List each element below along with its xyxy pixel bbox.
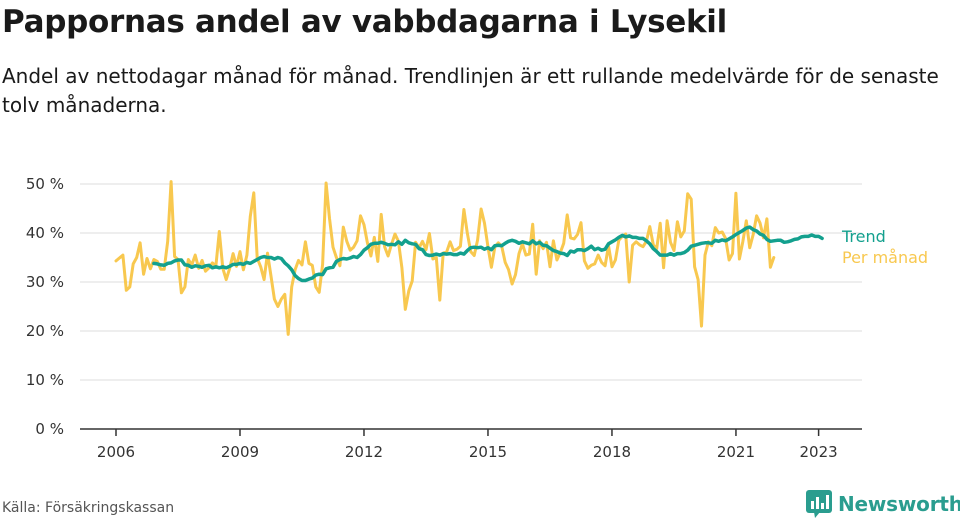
y-tick-label: 10 % bbox=[26, 371, 64, 389]
newsworthy-chart-icon bbox=[806, 490, 832, 518]
x-axis: 2006 2009 2012 2015 2018 2021 2023 bbox=[80, 428, 862, 461]
y-tick-label: 20 % bbox=[26, 322, 64, 340]
brand-name: Newsworthy bbox=[838, 492, 960, 516]
x-tick-label: 2006 bbox=[97, 443, 135, 461]
x-tick-label: 2015 bbox=[469, 443, 507, 461]
chart-title: Pappornas andel av vabbdagarna i Lysekil bbox=[2, 4, 727, 40]
legend-label-monthly: Per månad bbox=[842, 248, 928, 267]
y-tick-label: 30 % bbox=[26, 273, 64, 291]
y-tick-label: 50 % bbox=[26, 175, 64, 193]
newsworthy-logo: Newsworthy bbox=[806, 490, 960, 518]
x-tick-label: 2018 bbox=[593, 443, 631, 461]
series-line-trend bbox=[152, 225, 824, 283]
legend: Per månad Trend bbox=[841, 227, 928, 267]
x-tick-label: 2009 bbox=[221, 443, 259, 461]
chart-subtitle: Andel av nettodagar månad för månad. Tre… bbox=[2, 64, 939, 117]
x-tick-label: 2012 bbox=[345, 443, 383, 461]
x-tick-label: 2021 bbox=[717, 443, 755, 461]
y-gridlines bbox=[80, 183, 862, 381]
legend-label-trend: Trend bbox=[841, 227, 886, 246]
y-tick-label: 40 % bbox=[26, 224, 64, 242]
x-tick-label: 2023 bbox=[800, 443, 838, 461]
series-lines bbox=[114, 180, 824, 336]
y-axis-ticks: 0 % 10 % 20 % 30 % 40 % 50 % bbox=[26, 175, 64, 438]
source-note: Källa: Försäkringskassan bbox=[2, 500, 175, 516]
y-tick-label: 0 % bbox=[35, 420, 64, 438]
series-line-monthly bbox=[114, 180, 776, 336]
